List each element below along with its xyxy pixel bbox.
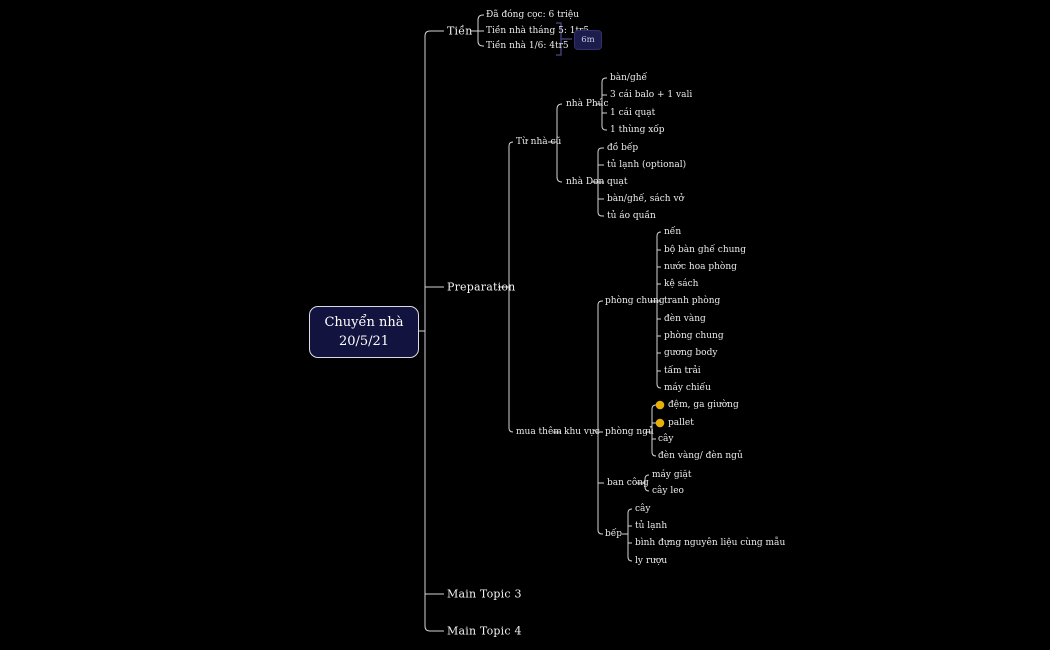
node-mua-them[interactable]: mua thêm xyxy=(516,427,562,437)
node-phong-chung-item[interactable]: phòng chung xyxy=(664,331,724,341)
node-phong-ngu-item[interactable]: cây xyxy=(658,434,674,444)
node-khu-vuc[interactable]: khu vực xyxy=(564,427,600,437)
connector-nha-don-bracket xyxy=(592,147,604,217)
node-nha-don-item[interactable]: tủ áo quần xyxy=(607,211,656,221)
connector-tu-nha-cu-bracket xyxy=(548,103,563,183)
node-bep-item[interactable]: cây xyxy=(635,504,651,514)
connector-preparation-bracket xyxy=(498,141,514,433)
node-preparation[interactable]: Preparation xyxy=(447,280,516,294)
node-nha-don-item[interactable]: tủ lạnh (optional) xyxy=(607,160,687,170)
node-nha-don-item[interactable]: bàn/ghế, sách vở xyxy=(607,194,684,204)
node-phong-chung-item[interactable]: tấm trải xyxy=(664,366,701,376)
node-bep-item[interactable]: tủ lạnh xyxy=(635,521,668,531)
node-bep[interactable]: bếp xyxy=(605,529,623,539)
node-tien-item[interactable]: Tiền nhà 1/6: 4tr5 xyxy=(486,41,569,51)
node-phong-ngu-item[interactable]: đèn vàng/ đèn ngủ xyxy=(658,451,743,461)
connector-phong-ngu-bracket xyxy=(645,404,657,457)
node-ban-cong-item[interactable]: máy giặt xyxy=(652,470,692,480)
node-nha-don[interactable]: nhà Don xyxy=(566,177,605,187)
connector-tien-bracket xyxy=(471,14,484,47)
node-nha-phuc-item[interactable]: bàn/ghế xyxy=(610,73,648,83)
connector-ban-cong-bracket xyxy=(636,474,650,492)
node-phong-chung-item[interactable]: tranh phòng xyxy=(664,296,721,306)
summary-badge[interactable]: 6m xyxy=(574,30,602,50)
node-phong-ngu-item[interactable]: đệm, ga giường xyxy=(668,400,739,410)
node-phong-chung[interactable]: phòng chung xyxy=(605,296,665,306)
node-ban-cong-item[interactable]: cây leo xyxy=(652,486,684,496)
summary-bracket xyxy=(556,22,572,56)
node-tien-item[interactable]: Tiền nhà tháng 5: 1tr5 xyxy=(486,26,590,36)
node-phong-chung-item[interactable]: nến xyxy=(664,227,682,237)
node-tien[interactable]: Tiền xyxy=(447,24,473,38)
root-node[interactable]: Chuyển nhà 20/5/21 xyxy=(309,306,419,358)
node-phong-chung-item[interactable]: nước hoa phòng xyxy=(664,262,737,272)
node-bep-item[interactable]: bình đựng nguyên liệu cùng mẫu xyxy=(635,538,786,548)
node-phong-chung-item[interactable]: bộ bàn ghế chung xyxy=(664,245,746,255)
node-ban-cong[interactable]: ban công xyxy=(607,478,649,488)
node-main-topic-4[interactable]: Main Topic 4 xyxy=(447,624,522,638)
yellow-dot-icon xyxy=(655,418,665,428)
node-phong-ngu[interactable]: phòng ngủ xyxy=(605,427,654,437)
node-bep-item[interactable]: ly rượu xyxy=(635,556,668,566)
node-tien-item[interactable]: Đã đóng cọc: 6 triệu xyxy=(486,10,579,20)
node-nha-phuc-item[interactable]: 3 cái balo + 1 vali xyxy=(610,90,693,100)
connector-bep-bracket xyxy=(622,508,633,562)
node-nha-phuc[interactable]: nhà Phúc xyxy=(566,99,609,109)
yellow-dot-icon xyxy=(655,400,665,410)
connector-root-trunk xyxy=(417,30,444,632)
node-phong-chung-item[interactable]: máy chiếu xyxy=(664,383,711,393)
connector-nha-phuc-bracket xyxy=(596,77,607,131)
connector-phong-chung-bracket xyxy=(650,231,662,389)
node-nha-phuc-item[interactable]: 1 cái quạt xyxy=(610,108,656,118)
node-phong-chung-item[interactable]: kệ sách xyxy=(664,279,699,289)
node-nha-phuc-item[interactable]: 1 thùng xốp xyxy=(610,125,665,135)
node-nha-don-item[interactable]: quạt xyxy=(607,177,628,187)
node-main-topic-3[interactable]: Main Topic 3 xyxy=(447,587,522,601)
node-phong-ngu-item[interactable]: pallet xyxy=(668,418,694,428)
node-nha-don-item[interactable]: đồ bếp xyxy=(607,143,639,153)
node-phong-chung-item[interactable]: đèn vàng xyxy=(664,314,706,324)
root-title-line2: 20/5/21 xyxy=(338,334,390,349)
root-title-line1: Chuyển nhà xyxy=(324,314,404,330)
connector-khu-vuc-bracket xyxy=(596,300,604,535)
node-tu-nha-cu[interactable]: Từ nhà cũ xyxy=(516,137,562,147)
node-phong-chung-item[interactable]: gương body xyxy=(664,348,718,358)
